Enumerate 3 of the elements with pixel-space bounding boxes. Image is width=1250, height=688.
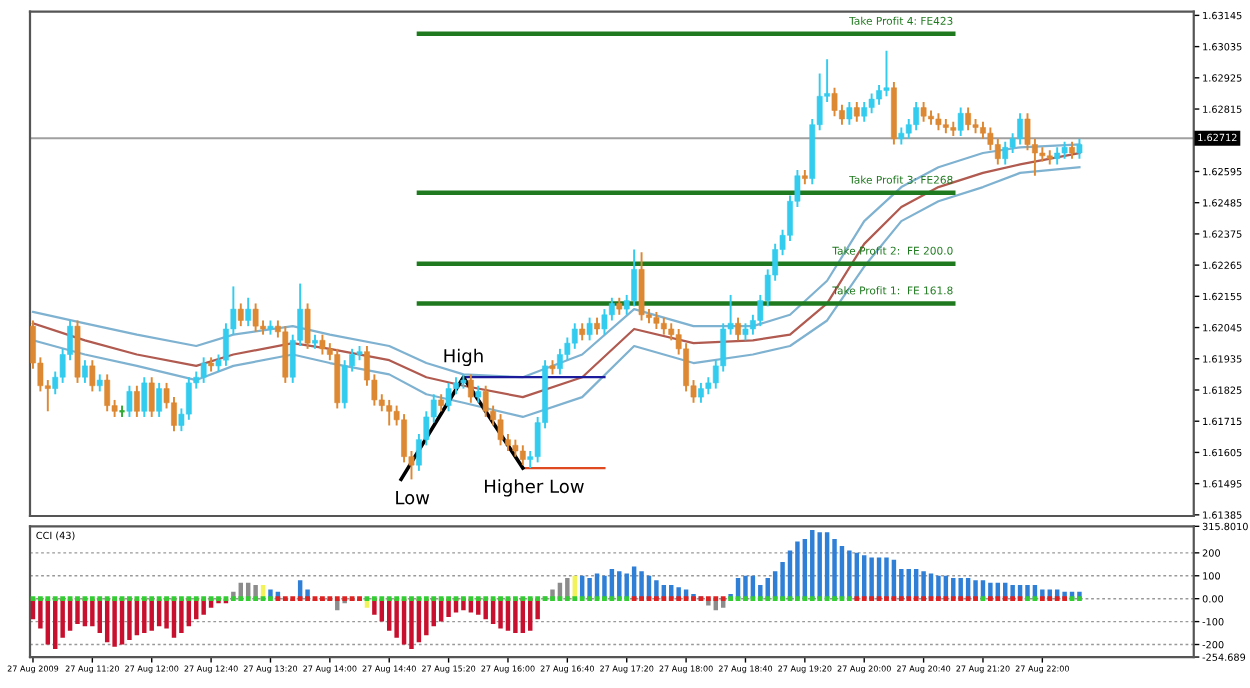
annotation: High <box>444 348 483 367</box>
annotation: Low <box>396 491 430 505</box>
annotation: Higher Low <box>485 479 584 497</box>
